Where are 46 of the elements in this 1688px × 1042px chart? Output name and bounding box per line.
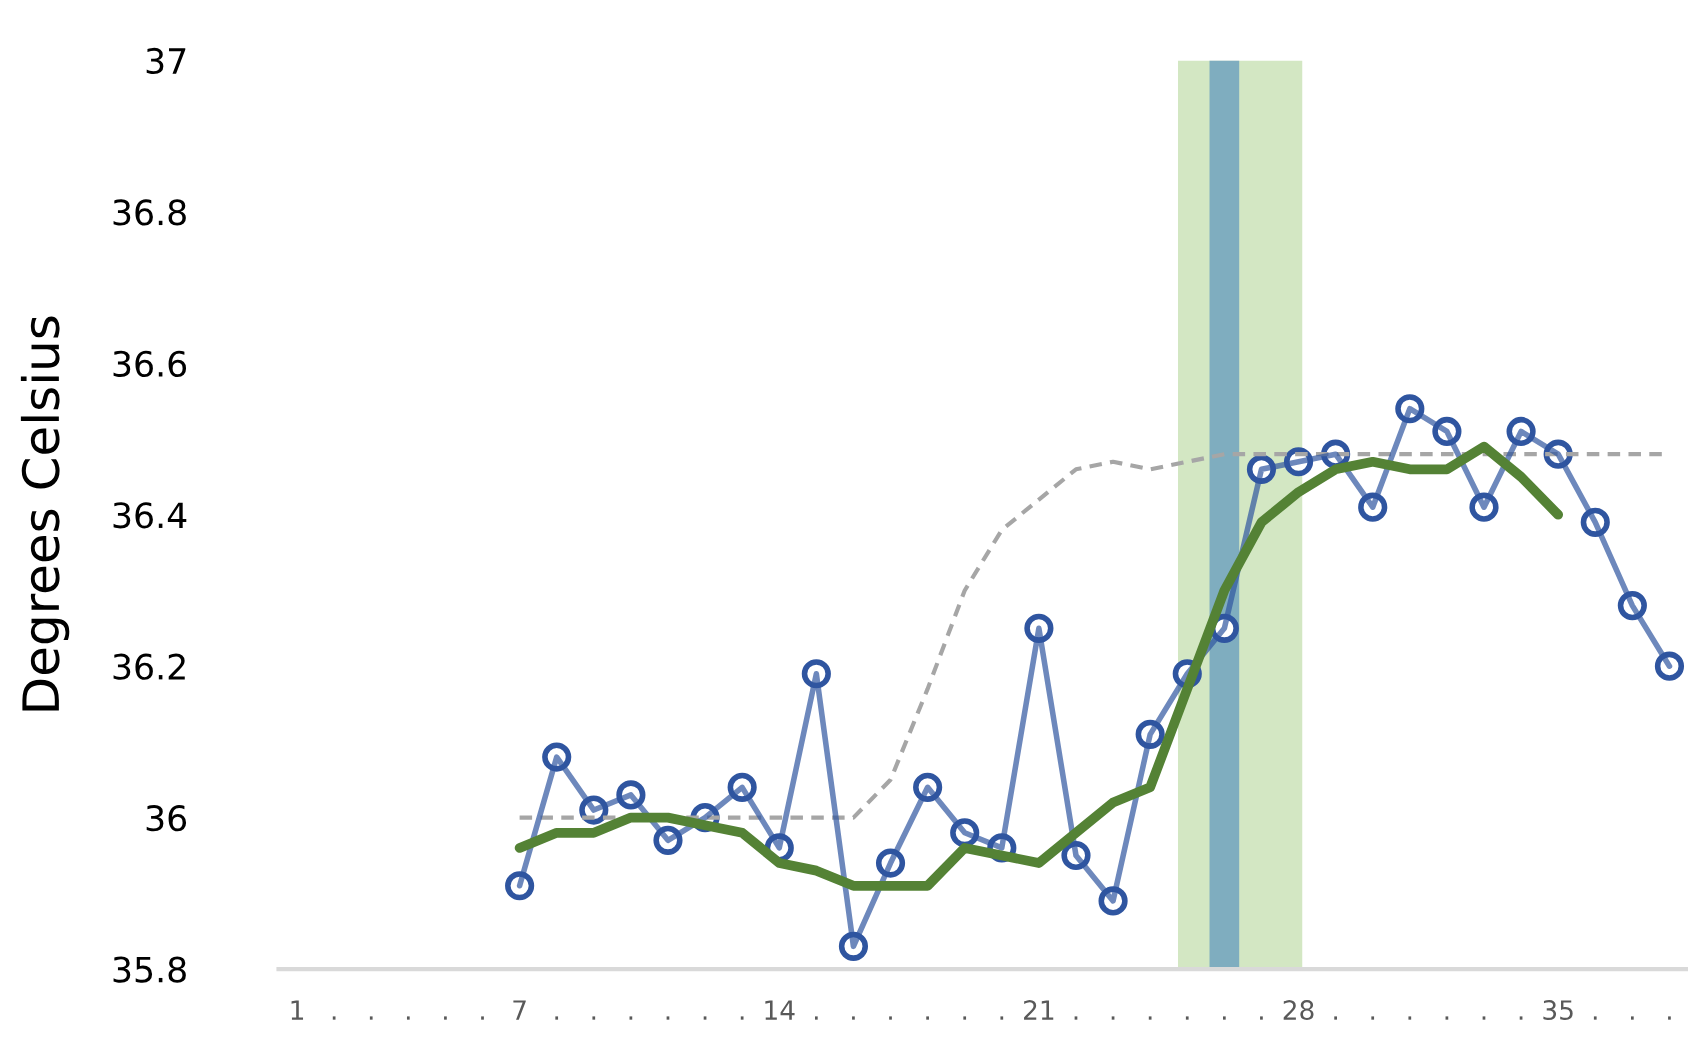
x-tick-label: . [1519, 1016, 1523, 1020]
y-tick-label: 36.8 [113, 199, 186, 226]
x-tick-label: 21 [1024, 1000, 1054, 1020]
x-tick-label: 35 [1543, 1000, 1573, 1021]
y-tick-label: 36.4 [113, 502, 187, 529]
x-tick-label: . [1445, 1016, 1449, 1020]
x-tick-label: . [1668, 1016, 1671, 1020]
x-tick-label: 7 [513, 1000, 526, 1020]
x-tick-label: . [740, 1016, 744, 1020]
x-tick-label: . [555, 1016, 559, 1020]
x-tick-label: . [963, 1016, 967, 1020]
x-tick-label: . [1148, 1016, 1152, 1020]
y-tick-label: 36 [146, 805, 187, 832]
y-tick-label: 36.6 [113, 350, 187, 377]
x-tick-label: . [1185, 1016, 1189, 1020]
x-tick-label: . [481, 1016, 484, 1020]
x-tick-label: . [1482, 1016, 1486, 1020]
x-tick-label: . [1260, 1016, 1263, 1020]
x-tick-label: . [406, 1016, 410, 1020]
x-tick-label: . [1408, 1016, 1412, 1020]
x-tick-label: 28 [1283, 1000, 1314, 1021]
x-tick-label: . [1593, 1016, 1597, 1020]
x-tick-label: . [852, 1016, 855, 1020]
x-tick-label: . [703, 1016, 707, 1020]
x-tick-label: . [926, 1016, 929, 1020]
x-tick-label: . [592, 1016, 596, 1020]
x-tick-label: . [1000, 1016, 1004, 1020]
x-tick-label: . [1371, 1016, 1375, 1020]
x-tick-label: . [332, 1016, 336, 1020]
x-tick-label: . [1222, 1016, 1226, 1020]
y-axis-title: Degrees Celsius [20, 316, 70, 711]
x-tick-label: . [629, 1016, 633, 1020]
x-tick-label: . [444, 1016, 447, 1020]
y-tick-label: 37 [146, 47, 186, 75]
x-tick-label: 1 [291, 1000, 304, 1020]
x-tick-label: . [369, 1016, 373, 1020]
x-tick-label: . [666, 1016, 670, 1020]
x-tick-label: . [889, 1016, 892, 1020]
x-tick-label: . [1074, 1016, 1078, 1020]
y-tick-label: 36.2 [113, 653, 185, 680]
y-tick-label: 35.8 [113, 956, 186, 983]
x-tick-label: . [1111, 1016, 1115, 1020]
x-tick-label: . [1630, 1016, 1634, 1020]
x-tick-label: . [814, 1016, 818, 1020]
x-tick-label: . [1334, 1016, 1337, 1020]
x-tick-label: 14 [765, 1000, 795, 1020]
